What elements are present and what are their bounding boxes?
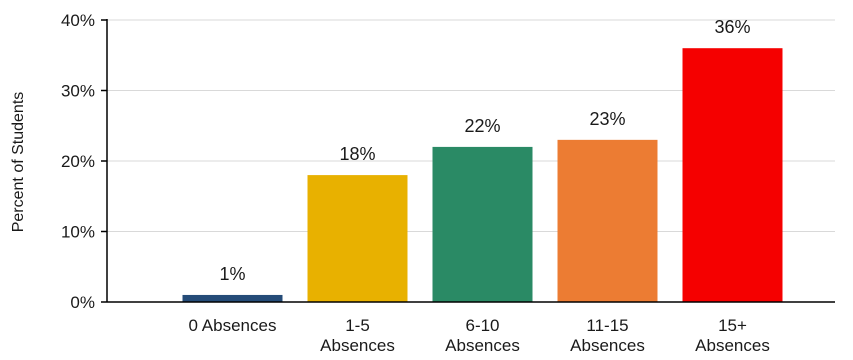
bar xyxy=(682,48,783,303)
x-tick-label: 11-15 Absences xyxy=(570,316,645,355)
y-tick-label: 20% xyxy=(61,152,95,171)
axes xyxy=(101,19,835,303)
bar xyxy=(307,175,408,302)
x-tick-label-line: 0 Absences xyxy=(189,316,277,335)
y-tick-label: 40% xyxy=(61,11,95,30)
x-tick-label-line: 15+ xyxy=(718,316,747,335)
data-label: 18% xyxy=(339,144,375,164)
bar xyxy=(432,146,533,302)
data-label: 23% xyxy=(589,109,625,129)
bars xyxy=(182,48,783,303)
data-label: 1% xyxy=(219,264,245,284)
bar xyxy=(557,139,658,302)
x-tick-label-line: Absences xyxy=(695,336,770,355)
x-tick-label-line: Absences xyxy=(320,336,395,355)
x-tick-label: 6-10 Absences xyxy=(445,316,520,355)
y-tick-label: 0% xyxy=(70,293,95,312)
x-tick-label-line: 1-5 xyxy=(345,316,370,335)
y-tick-label: 10% xyxy=(61,223,95,242)
y-tick-label: 30% xyxy=(61,82,95,101)
x-tick-label-line: Absences xyxy=(445,336,520,355)
x-tick-label: 0 Absences xyxy=(189,316,277,335)
x-tick-label: 15+ Absences xyxy=(695,316,770,355)
x-tick-label-line: 11-15 xyxy=(586,316,628,335)
x-tick-label: 1-5 Absences xyxy=(320,316,395,355)
y-axis-title: Percent of Students xyxy=(10,92,27,233)
data-label: 22% xyxy=(464,116,500,136)
x-tick-label-line: 6-10 xyxy=(465,316,499,335)
x-tick-label-line: Absences xyxy=(570,336,645,355)
data-label: 36% xyxy=(714,17,750,37)
bar xyxy=(182,294,283,302)
